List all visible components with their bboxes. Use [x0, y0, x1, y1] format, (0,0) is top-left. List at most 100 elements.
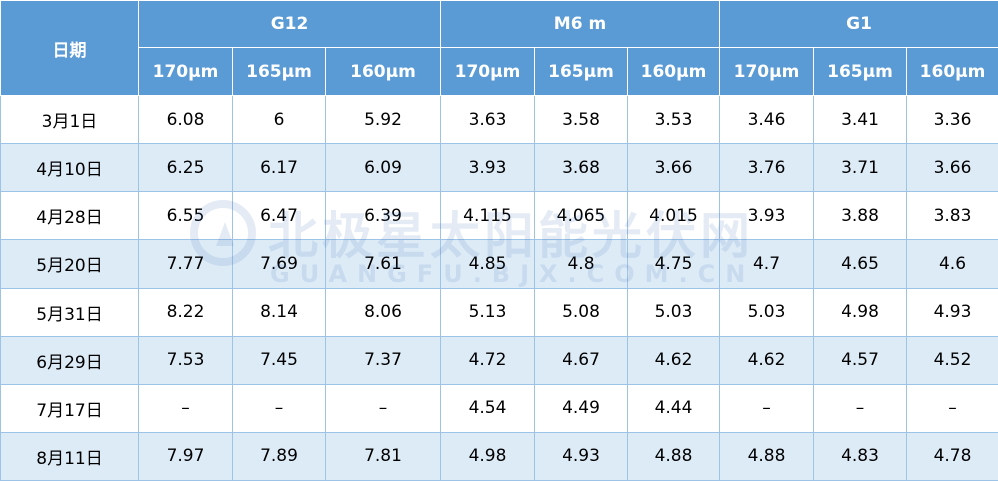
price-cell: 4.65	[813, 239, 907, 289]
price-cell: 4.67	[534, 335, 628, 385]
price-cell: 4.57	[813, 335, 907, 385]
table-row: 6月29日 7.53 7.45 7.37 4.72 4.67 4.62 4.62 4.57 4.5…	[0, 335, 998, 385]
price-cell: 7.97	[138, 431, 233, 481]
price-cell: 3.88	[813, 191, 907, 241]
price-cell: 4.72	[440, 335, 535, 385]
price-cell: 5.03	[627, 287, 720, 337]
price-cell: –	[905, 383, 998, 433]
price-cell: 4.44	[627, 383, 720, 433]
price-cell: 4.52	[905, 335, 998, 385]
thickness-header: 160μm	[325, 47, 441, 96]
price-cell: 5.92	[325, 94, 441, 145]
price-cell: 4.93	[905, 287, 998, 337]
price-cell: 3.76	[719, 143, 814, 193]
price-cell: 8.06	[325, 287, 441, 337]
price-cell: 4.62	[627, 335, 720, 385]
date-cell: 4月28日	[0, 191, 139, 241]
thickness-header: 160μm	[905, 47, 998, 96]
price-cell: 6.17	[232, 143, 326, 193]
price-cell: 7.61	[325, 239, 441, 289]
thickness-header: 165μm	[534, 47, 628, 96]
price-cell: 6	[232, 94, 326, 145]
date-cell: 6月29日	[0, 335, 139, 385]
price-cell: 4.115	[440, 191, 535, 241]
price-cell: 4.015	[627, 191, 720, 241]
table-row: 5月20日 7.77 7.69 7.61 4.85 4.8 4.75 4.7 4.65 4.6	[0, 239, 998, 289]
price-cell: 3.66	[627, 143, 720, 193]
price-cell: –	[138, 383, 233, 433]
price-cell: 6.55	[138, 191, 233, 241]
group-header-m6: M6 m	[440, 0, 720, 48]
price-cell: 4.62	[719, 335, 814, 385]
price-cell: 7.37	[325, 335, 441, 385]
thickness-header: 170μm	[440, 47, 535, 96]
price-cell: 4.78	[905, 431, 998, 481]
price-cell: 6.39	[325, 191, 441, 241]
price-cell: 4.7	[719, 239, 814, 289]
table-header: 日期 G12 M6 m G1 170μm 165μm 160μm 170μm 1…	[0, 0, 998, 96]
price-cell: 3.93	[719, 191, 814, 241]
group-header-g12: G12	[138, 0, 441, 48]
price-cell: 6.08	[138, 94, 233, 145]
price-cell: 4.8	[534, 239, 628, 289]
price-cell: 3.36	[905, 94, 998, 145]
date-cell: 3月1日	[0, 94, 139, 145]
price-cell: 4.98	[440, 431, 535, 481]
table-row: 5月31日 8.22 8.14 8.06 5.13 5.08 5.03 5.03 4.98 4.9…	[0, 287, 998, 337]
price-cell: 4.49	[534, 383, 628, 433]
price-cell: 6.25	[138, 143, 233, 193]
price-cell: 6.09	[325, 143, 441, 193]
price-cell: 4.6	[905, 239, 998, 289]
price-cell: 4.88	[719, 431, 814, 481]
price-cell: 3.53	[627, 94, 720, 145]
thickness-header: 165μm	[813, 47, 907, 96]
thickness-header: 160μm	[627, 47, 720, 96]
price-cell: 7.45	[232, 335, 326, 385]
price-cell: –	[813, 383, 907, 433]
price-cell: 4.83	[813, 431, 907, 481]
price-cell: 4.98	[813, 287, 907, 337]
date-column-header: 日期	[0, 0, 139, 96]
price-cell: 5.08	[534, 287, 628, 337]
price-cell: 4.54	[440, 383, 535, 433]
price-cell: –	[232, 383, 326, 433]
price-cell: 3.83	[905, 191, 998, 241]
price-cell: 6.47	[232, 191, 326, 241]
price-cell: 7.69	[232, 239, 326, 289]
price-cell: 4.93	[534, 431, 628, 481]
price-cell: 3.66	[905, 143, 998, 193]
price-cell: 5.13	[440, 287, 535, 337]
date-cell: 7月17日	[0, 383, 139, 433]
table-row: 4月10日 6.25 6.17 6.09 3.93 3.68 3.66 3.76 3.71 3.6…	[0, 143, 998, 193]
price-cell: 7.53	[138, 335, 233, 385]
price-cell: 5.03	[719, 287, 814, 337]
header-group-row: 日期 G12 M6 m G1	[0, 0, 998, 96]
table-row: 8月11日 7.97 7.89 7.81 4.98 4.93 4.88 4.88 4.83 4.7…	[0, 431, 998, 481]
date-cell: 4月10日	[0, 143, 139, 193]
price-cell: 4.88	[627, 431, 720, 481]
price-cell: 4.75	[627, 239, 720, 289]
price-cell: –	[719, 383, 814, 433]
table-body: 3月1日 6.08 6 5.92 3.63 3.58 3.53 3.46 3.41 3.36 4月1…	[0, 94, 998, 481]
thickness-header: 170μm	[719, 47, 814, 96]
price-cell: 7.89	[232, 431, 326, 481]
price-cell: 3.68	[534, 143, 628, 193]
price-cell: 8.14	[232, 287, 326, 337]
price-cell: 7.77	[138, 239, 233, 289]
price-cell: –	[325, 383, 441, 433]
date-cell: 5月31日	[0, 287, 139, 337]
table-row: 7月17日 – – –4.54 4.49 4.44– – –	[0, 383, 998, 433]
thickness-header: 165μm	[232, 47, 326, 96]
header-thickness-row: 170μm 165μm 160μm 170μm 165μm 160μm 170μ…	[1, 47, 998, 96]
price-cell: 3.58	[534, 94, 628, 145]
date-cell: 8月11日	[0, 431, 139, 481]
group-header-g1: G1	[718, 0, 998, 48]
thickness-header: 170μm	[138, 47, 233, 96]
price-cell: 3.41	[813, 94, 907, 145]
price-cell: 3.46	[719, 94, 814, 145]
price-cell: 8.22	[138, 287, 233, 337]
table-row: 4月28日 6.55 6.47 6.39 4.115 4.065 4.015 3.93 3.88…	[0, 191, 998, 241]
date-cell: 5月20日	[0, 239, 139, 289]
